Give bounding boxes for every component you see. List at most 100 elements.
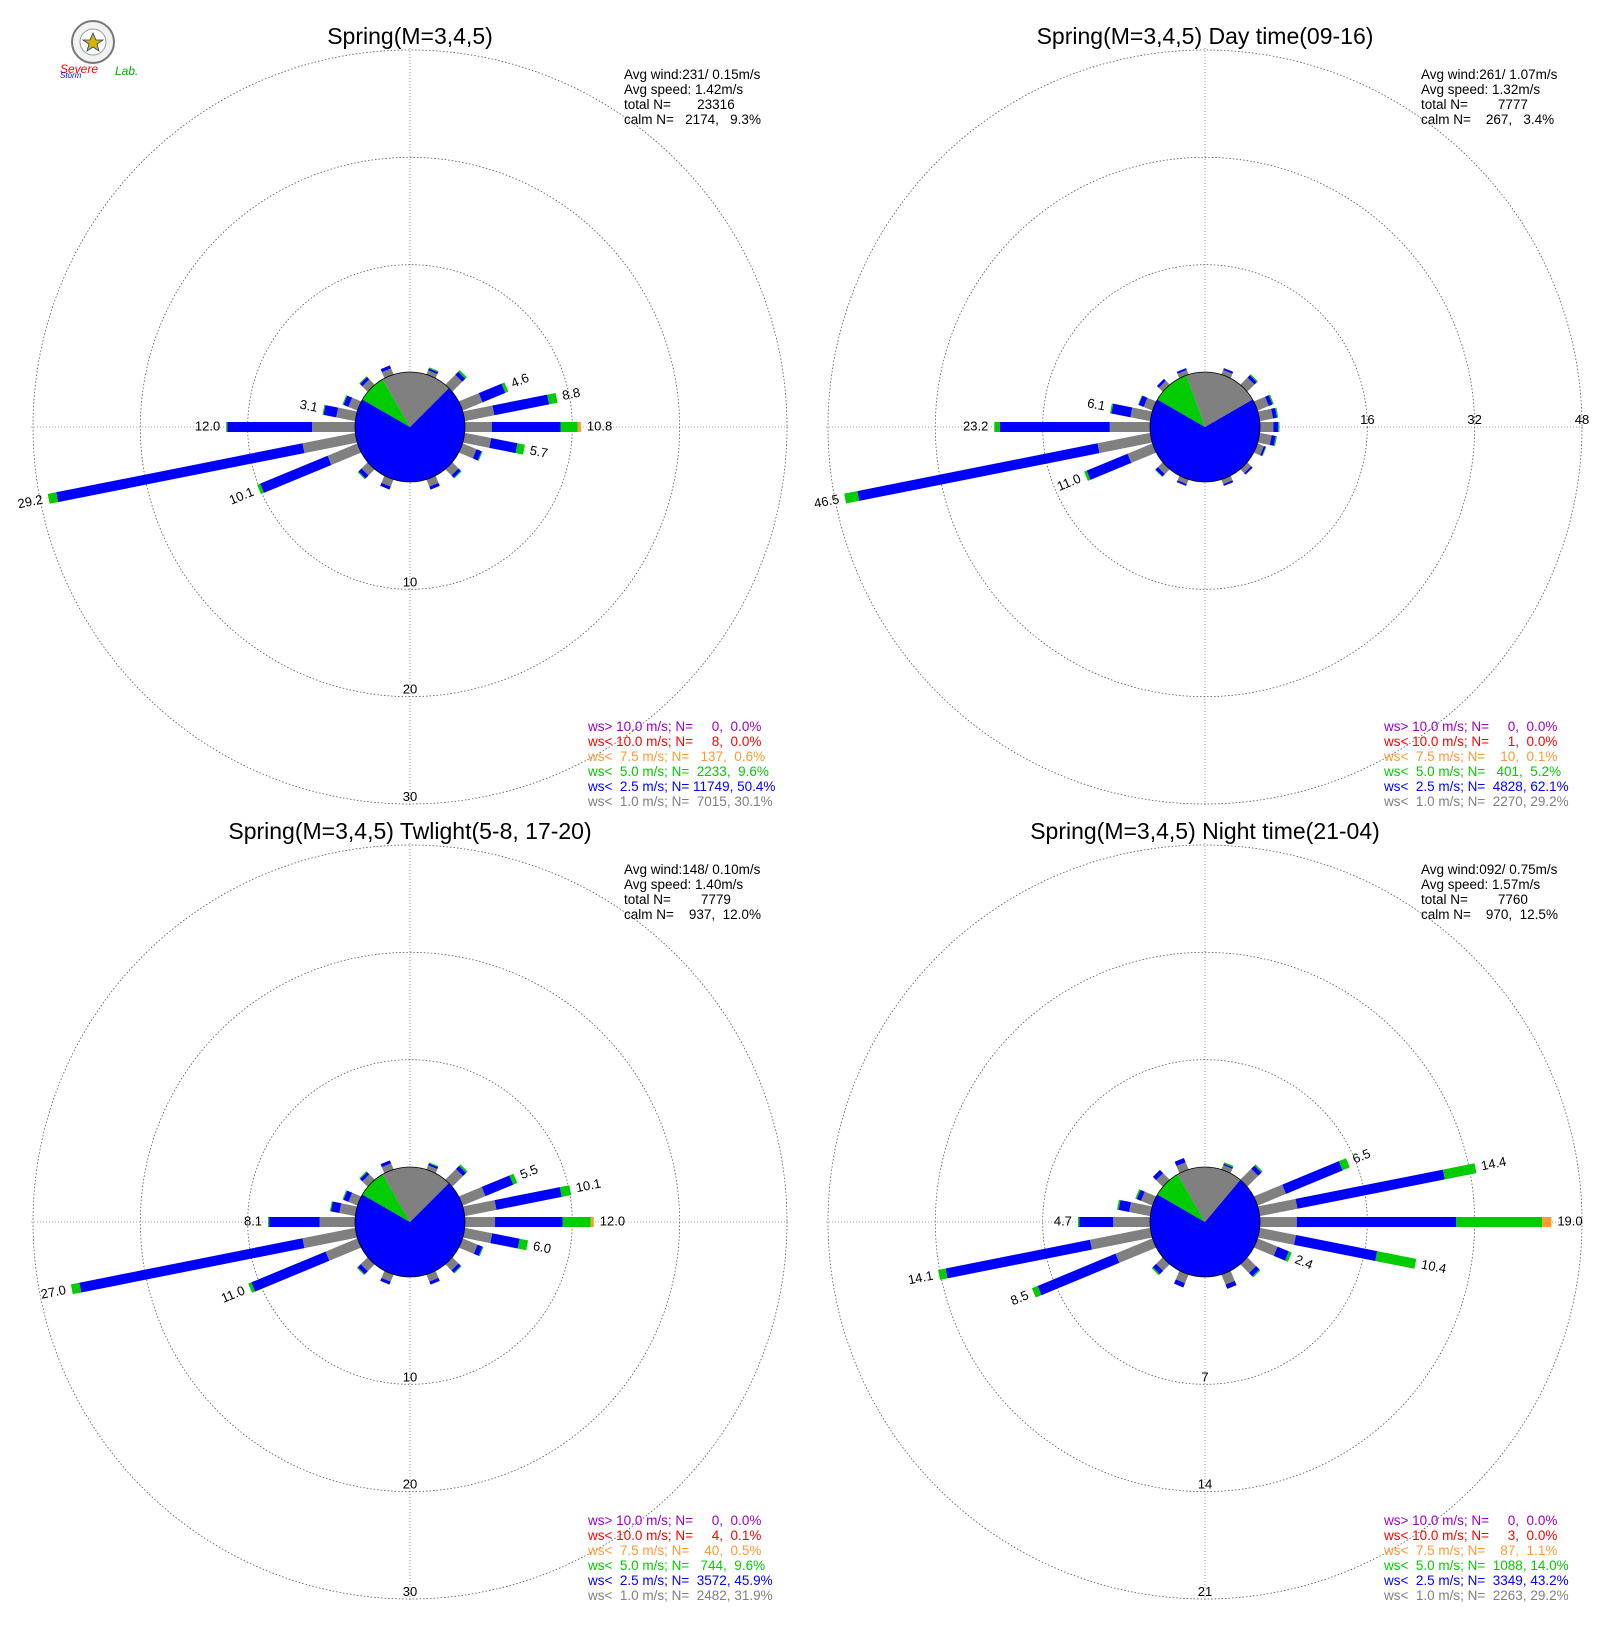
bar-segment-lt1 xyxy=(465,1217,496,1227)
bar-segment-lt1 xyxy=(445,462,459,476)
bar-segment-lt1 xyxy=(360,1257,375,1272)
direction-bar xyxy=(1174,1270,1189,1288)
bar-segment-lt2_5 xyxy=(478,383,506,403)
bar-segment-lt1 xyxy=(319,1217,355,1227)
direction-bar xyxy=(1077,1217,1150,1227)
bar-segment-lt1 xyxy=(1109,422,1150,432)
bar-segment-lt2_5 xyxy=(1223,1163,1234,1169)
bar-value-label: 19.0 xyxy=(1557,1213,1582,1228)
legend-entry: ws> 10.0 m/s; N= 0, 0.0% xyxy=(1383,1513,1557,1528)
direction-bar xyxy=(844,432,1153,504)
legend-entry: ws< 7.5 m/s; N= 40, 0.5% xyxy=(587,1543,761,1558)
direction-bar xyxy=(1135,1189,1157,1206)
bar-segment-lt1 xyxy=(1177,369,1189,379)
direction-bar xyxy=(268,1217,355,1227)
bar-segment-lt1 xyxy=(1113,1217,1150,1227)
legend-entry: ws< 7.5 m/s; N= 137, 0.6% xyxy=(587,749,765,764)
bar-segment-lt5 xyxy=(1252,1269,1261,1278)
bar-segment-lt1 xyxy=(339,1203,358,1217)
calm-pie-slice-lt5 xyxy=(362,379,410,427)
bar-segment-lt5 xyxy=(428,1162,439,1168)
legend-entry: ws< 7.5 m/s; N= 10, 0.1% xyxy=(1383,749,1557,764)
direction-bar xyxy=(357,462,375,480)
bar-segment-lt2_5 xyxy=(494,1187,562,1210)
bar-segment-lt2_5 xyxy=(1296,1217,1457,1227)
direction-bar xyxy=(359,1171,375,1187)
bar-segment-lt5 xyxy=(560,422,578,432)
bar-segment-lt1 xyxy=(426,370,438,379)
bar-segment-lt1 xyxy=(362,379,375,392)
bar-segment-lt1 xyxy=(1260,1217,1297,1227)
bar-segment-lt2_5 xyxy=(1086,453,1132,480)
direction-bar xyxy=(462,1227,529,1251)
direction-bar xyxy=(70,1227,358,1295)
direction-bar xyxy=(1253,1238,1292,1262)
bar-segment-lt1 xyxy=(458,1238,478,1254)
bar-segment-lt1 xyxy=(312,422,355,432)
stats-line: calm N= 937, 12.0% xyxy=(624,907,761,922)
bar-segment-lt1 xyxy=(327,443,362,465)
bar-segment-lt2_5 xyxy=(380,1277,391,1285)
bar-segment-lt5 xyxy=(562,1217,591,1227)
bar-segment-lt5 xyxy=(477,451,483,461)
bar-segment-lt1 xyxy=(1240,1257,1257,1274)
bar-segment-lt1 xyxy=(1257,1227,1297,1245)
calm-circle-outline xyxy=(1149,371,1261,483)
bar-segment-lt5 xyxy=(458,370,467,379)
legend-entry: ws> 10.0 m/s; N= 0, 0.0% xyxy=(587,719,761,734)
bar-value-label: 8.8 xyxy=(561,385,582,403)
bar-segment-lt5 xyxy=(938,1268,948,1280)
direction-bar xyxy=(458,1238,484,1257)
legend-entry: ws< 2.5 m/s; N= 3572, 45.9% xyxy=(587,1573,773,1588)
bar-segment-lt5 xyxy=(268,1217,270,1227)
ring-label: 10 xyxy=(403,574,417,589)
direction-bar xyxy=(445,1257,462,1274)
direction-bar xyxy=(356,1257,375,1276)
bar-value-label: 14.1 xyxy=(907,1268,935,1288)
bar-segment-lt1 xyxy=(445,1257,459,1271)
ring-label: 20 xyxy=(403,682,417,697)
direction-bar xyxy=(462,1185,572,1217)
legend-entry: ws< 2.5 m/s; N= 4828, 62.1% xyxy=(1383,779,1569,794)
bar-segment-lt2_5 xyxy=(451,1263,461,1273)
bar-segment-lt5 xyxy=(1261,446,1267,457)
direction-bar xyxy=(226,422,355,432)
bar-segment-lt2_5 xyxy=(428,368,439,375)
bar-segment-lt2_5 xyxy=(1136,1189,1145,1201)
stats-line: Avg speed: 1.42m/s xyxy=(624,82,743,97)
stats-line: calm N= 970, 12.5% xyxy=(1421,907,1558,922)
bar-segment-lt2_5 xyxy=(358,468,369,479)
direction-bar xyxy=(458,1173,518,1206)
stats-line: Avg wind:092/ 0.75m/s xyxy=(1421,862,1558,877)
legend-entry: ws< 10.0 m/s; N= 3, 0.0% xyxy=(1383,1528,1557,1543)
bar-segment-lt2_5 xyxy=(1273,422,1279,432)
bar-segment-lt5 xyxy=(47,492,59,504)
direction-bar xyxy=(1257,1227,1417,1269)
bar-value-label: 10.1 xyxy=(574,1176,602,1196)
bar-segment-lt2_5 xyxy=(1269,435,1276,446)
direction-bar xyxy=(329,1201,358,1217)
bar-segment-lt2_5 xyxy=(1156,378,1166,388)
bar-segment-lt2_5 xyxy=(945,1239,1092,1279)
bar-value-label: 12.0 xyxy=(600,1213,625,1228)
bar-segment-lt2_5 xyxy=(428,1163,439,1170)
direction-bar xyxy=(1084,443,1157,481)
bar-segment-lt5 xyxy=(226,422,228,432)
direction-bar xyxy=(1116,1199,1153,1217)
direction-bar xyxy=(1176,368,1189,379)
ring-label: 10 xyxy=(403,1369,417,1384)
bar-segment-lt2_5 xyxy=(1247,375,1257,385)
direction-bar xyxy=(426,367,439,379)
bar-segment-lt5 xyxy=(547,392,558,405)
direction-bar xyxy=(1257,1163,1477,1217)
bar-segment-lt5 xyxy=(1116,1199,1121,1210)
bar-segment-lt2_5 xyxy=(492,394,550,416)
bar-segment-lt1 xyxy=(1127,443,1157,463)
bar-segment-lt5 xyxy=(453,1265,462,1274)
bar-segment-lt2_5 xyxy=(1176,480,1187,486)
bar-segment-lt1 xyxy=(302,432,358,454)
bar-segment-lt1 xyxy=(1221,369,1233,379)
bar-segment-lt5 xyxy=(342,1190,348,1200)
bar-segment-lt1 xyxy=(1177,475,1189,485)
bar-segment-lt1 xyxy=(1221,1270,1235,1285)
